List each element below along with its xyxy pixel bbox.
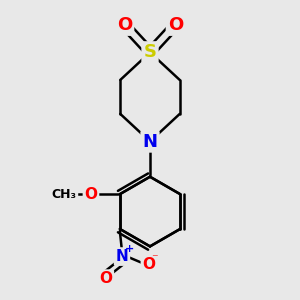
Text: N: N <box>142 133 158 151</box>
Text: +: + <box>124 244 134 254</box>
Text: O: O <box>99 271 112 286</box>
Text: N: N <box>116 249 128 264</box>
Text: O: O <box>85 187 98 202</box>
Text: S: S <box>143 43 157 61</box>
Text: O: O <box>117 16 132 34</box>
Text: O: O <box>142 257 155 272</box>
Text: ⁻: ⁻ <box>152 253 158 266</box>
Text: CH₃: CH₃ <box>52 188 77 201</box>
Text: O: O <box>168 16 183 34</box>
